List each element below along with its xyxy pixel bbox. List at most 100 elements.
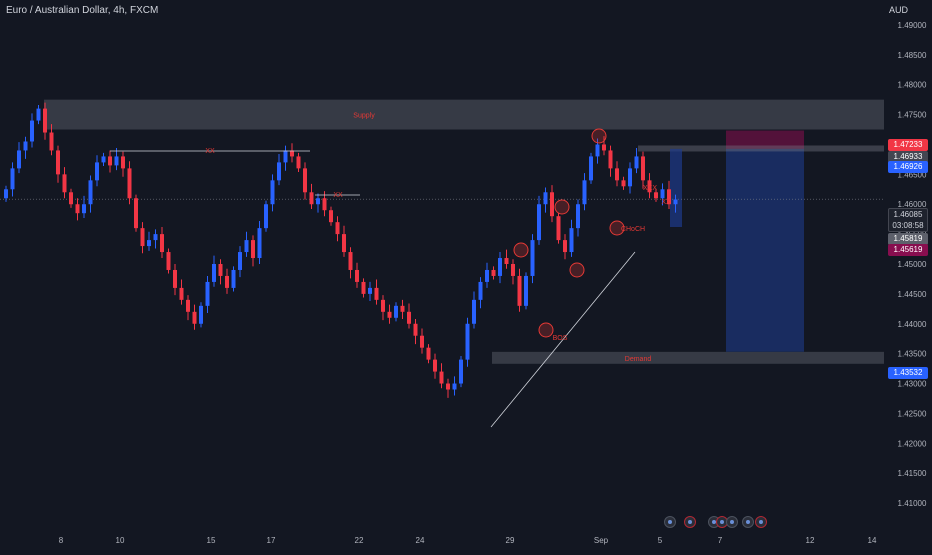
y-tick-label: 1.48000	[898, 81, 927, 90]
candle-body	[563, 240, 567, 253]
y-tick-label: 1.49000	[898, 21, 927, 30]
y-tick-label: 1.46000	[898, 200, 927, 209]
candle-body	[283, 150, 288, 163]
candle-body	[374, 287, 379, 300]
level-price-tag-2: 1.45819	[888, 233, 928, 245]
x-tick-label: 17	[267, 536, 276, 545]
candle-body	[504, 258, 509, 264]
candle-body	[556, 216, 561, 241]
economic-event-icon[interactable]	[664, 516, 676, 528]
candle-body	[329, 210, 333, 223]
annotation-label: XX	[333, 192, 343, 199]
y-tick-label: 1.44500	[898, 290, 927, 299]
candle-body	[673, 199, 678, 205]
candle-body	[218, 264, 223, 276]
candle-body	[537, 204, 541, 241]
candle-body	[595, 144, 600, 157]
candle-body	[277, 162, 281, 181]
candle-body	[147, 240, 151, 247]
swing-point-marker	[538, 322, 554, 338]
candle-body	[192, 311, 197, 324]
y-tick-label: 1.48500	[898, 51, 927, 60]
candle-body	[264, 204, 268, 229]
candle-body	[615, 168, 619, 181]
candle-body	[290, 150, 294, 157]
symbol-title[interactable]: Euro / Australian Dollar, 4h, FXCM	[6, 5, 159, 16]
candle-body	[602, 144, 606, 151]
candle-body	[17, 150, 21, 169]
candle-body	[608, 150, 613, 169]
candle-body	[10, 168, 15, 190]
candle-body	[101, 156, 106, 163]
candle-body	[452, 383, 457, 390]
candle-body	[368, 287, 372, 294]
candle-body	[43, 108, 47, 133]
swing-point-marker	[554, 199, 570, 215]
candle-body	[348, 252, 353, 270]
candle-body	[134, 198, 138, 229]
stop-loss-zone	[726, 130, 804, 149]
candle-body	[244, 240, 249, 253]
level-price-tag: 1.46933	[888, 151, 928, 163]
candle-body	[478, 281, 483, 300]
candle-body	[114, 156, 119, 166]
candle-body	[153, 234, 158, 241]
x-tick-label: 14	[868, 536, 877, 545]
candle-body	[660, 189, 665, 199]
economic-event-icon[interactable]	[726, 516, 738, 528]
candle-body	[446, 383, 450, 390]
candle-body	[199, 305, 203, 324]
x-tick-label: 29	[506, 536, 515, 545]
y-tick-label: 1.47500	[898, 111, 927, 120]
economic-event-icon[interactable]	[755, 516, 767, 528]
candle-body	[387, 311, 392, 318]
candle-body	[407, 311, 411, 324]
zone-label: Demand	[625, 356, 652, 363]
candle-body	[654, 192, 658, 199]
economic-event-icon[interactable]	[684, 516, 696, 528]
candle-body	[309, 192, 314, 205]
candle-body	[56, 150, 60, 175]
candle-body	[543, 192, 548, 205]
y-tick-label: 1.42000	[898, 439, 927, 448]
candle-body	[400, 305, 405, 312]
y-tick-label: 1.41500	[898, 469, 927, 478]
candle-body	[257, 228, 262, 259]
candle-body	[589, 156, 593, 181]
x-tick-label: 8	[59, 536, 64, 545]
swing-point-marker	[569, 262, 585, 278]
candle-body	[4, 189, 8, 199]
trendline	[490, 251, 636, 428]
candle-body	[582, 180, 587, 205]
candle-body	[335, 222, 340, 235]
entry-price-tag: 1.46926	[888, 161, 928, 173]
candle-body	[322, 198, 327, 211]
x-tick-label: 7	[718, 536, 723, 545]
candle-body	[231, 269, 236, 288]
candle-body	[647, 180, 652, 193]
candle-body	[49, 132, 54, 151]
swing-point-marker	[609, 220, 625, 236]
bar-countdown: 03:08:58	[892, 221, 924, 230]
candle-body	[439, 371, 444, 384]
candle-body	[108, 156, 112, 166]
candle-body	[459, 359, 463, 384]
y-tick-label: 1.43500	[898, 350, 927, 359]
zone-label: Supply	[353, 113, 375, 120]
candle-body	[270, 180, 275, 205]
x-tick-label: 12	[806, 536, 815, 545]
annotation-label: XX	[205, 148, 215, 155]
annotation-label: XX	[661, 199, 671, 206]
candle-body	[179, 287, 184, 300]
candle-body	[361, 281, 366, 294]
candle-body	[238, 252, 242, 270]
y-tick-label: 1.41000	[898, 499, 927, 508]
candle-body	[355, 269, 359, 282]
candle-body	[498, 258, 502, 276]
annotation-label: BOS	[553, 335, 568, 342]
economic-event-icon[interactable]	[742, 516, 754, 528]
x-tick-label: 10	[116, 536, 125, 545]
currency-label: AUD	[888, 5, 908, 15]
